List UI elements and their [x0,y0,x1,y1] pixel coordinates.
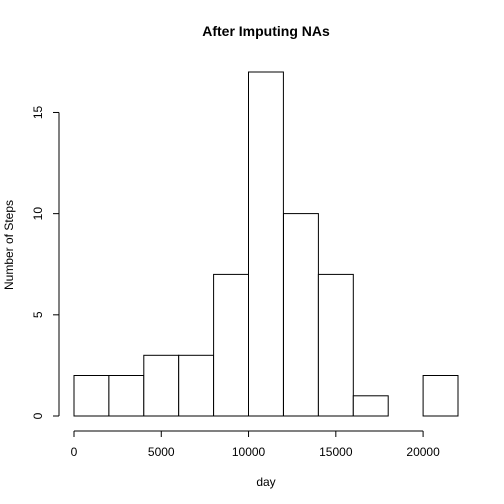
histogram-bar-4 [213,273,250,417]
x-axis: 0 5000 10000 15000 20000 [71,430,440,459]
x-tick-label-3: 15000 [319,445,353,459]
chart-title: After Imputing NAs [202,23,330,39]
histogram-bar-10 [422,375,459,417]
histogram-bar-5 [248,71,284,417]
y-tick-label-1: 5 [31,311,45,318]
y-tick-label-3: 15 [31,105,45,119]
histogram-bar-1 [108,375,145,417]
y-axis: 0 5 10 15 [31,105,60,419]
histogram-bar-8 [352,395,389,417]
histogram-bar-2 [143,354,180,417]
x-tick-label-0: 0 [71,445,78,459]
y-axis-label: Number of Steps [2,200,16,290]
bars-group [73,71,459,417]
x-tick-label-4: 20000 [406,445,440,459]
histogram-bar-7 [317,273,354,417]
x-tick-label-2: 10000 [232,445,266,459]
x-axis-label: day [256,475,275,489]
histogram-bar-0 [73,375,110,417]
y-tick-label-2: 10 [31,207,45,221]
histogram-bar-6 [283,213,319,417]
x-tick-label-1: 5000 [148,445,175,459]
histogram-bar-3 [178,354,215,417]
y-tick-label-0: 0 [31,412,45,419]
